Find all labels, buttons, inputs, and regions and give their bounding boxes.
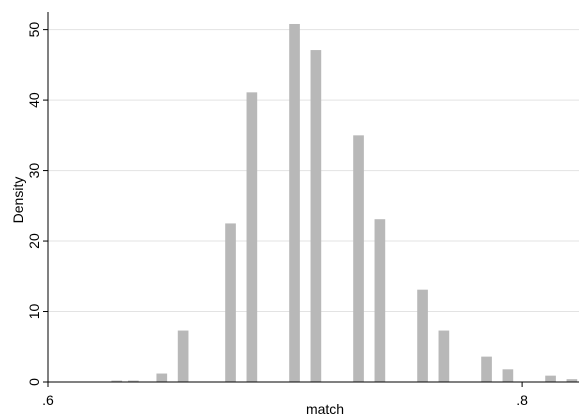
histogram-bar xyxy=(353,135,364,382)
histogram-bar xyxy=(545,375,556,382)
histogram-bar xyxy=(246,92,258,382)
axes: 0 10 20 30 40 50 .6 .8 xyxy=(26,12,579,408)
x-tick-label: .8 xyxy=(516,392,528,408)
histogram-bar xyxy=(111,380,123,382)
histogram-bar xyxy=(289,23,300,382)
histogram-bar xyxy=(438,330,450,382)
histogram-bar xyxy=(566,379,578,382)
x-tick-label: .6 xyxy=(42,392,54,408)
x-axis-title: match xyxy=(306,401,344,417)
histogram-bar xyxy=(481,356,492,382)
histogram-bar xyxy=(310,50,322,383)
histogram-bar xyxy=(225,223,236,382)
y-axis-title: Density xyxy=(10,177,26,224)
histogram-bar xyxy=(374,219,386,382)
histogram-bars xyxy=(111,23,578,383)
y-tick-label: 40 xyxy=(26,92,42,108)
histogram-bar xyxy=(502,369,514,382)
y-tick-label: 10 xyxy=(26,304,42,320)
histogram-bar xyxy=(128,380,139,382)
y-tick-label: 30 xyxy=(26,163,42,179)
y-tick-label: 0 xyxy=(26,378,42,386)
histogram-bar xyxy=(156,373,168,382)
y-tick-label: 50 xyxy=(26,22,42,38)
histogram-bar xyxy=(417,289,428,382)
histogram-bar xyxy=(177,330,189,382)
y-tick-label: 20 xyxy=(26,233,42,249)
